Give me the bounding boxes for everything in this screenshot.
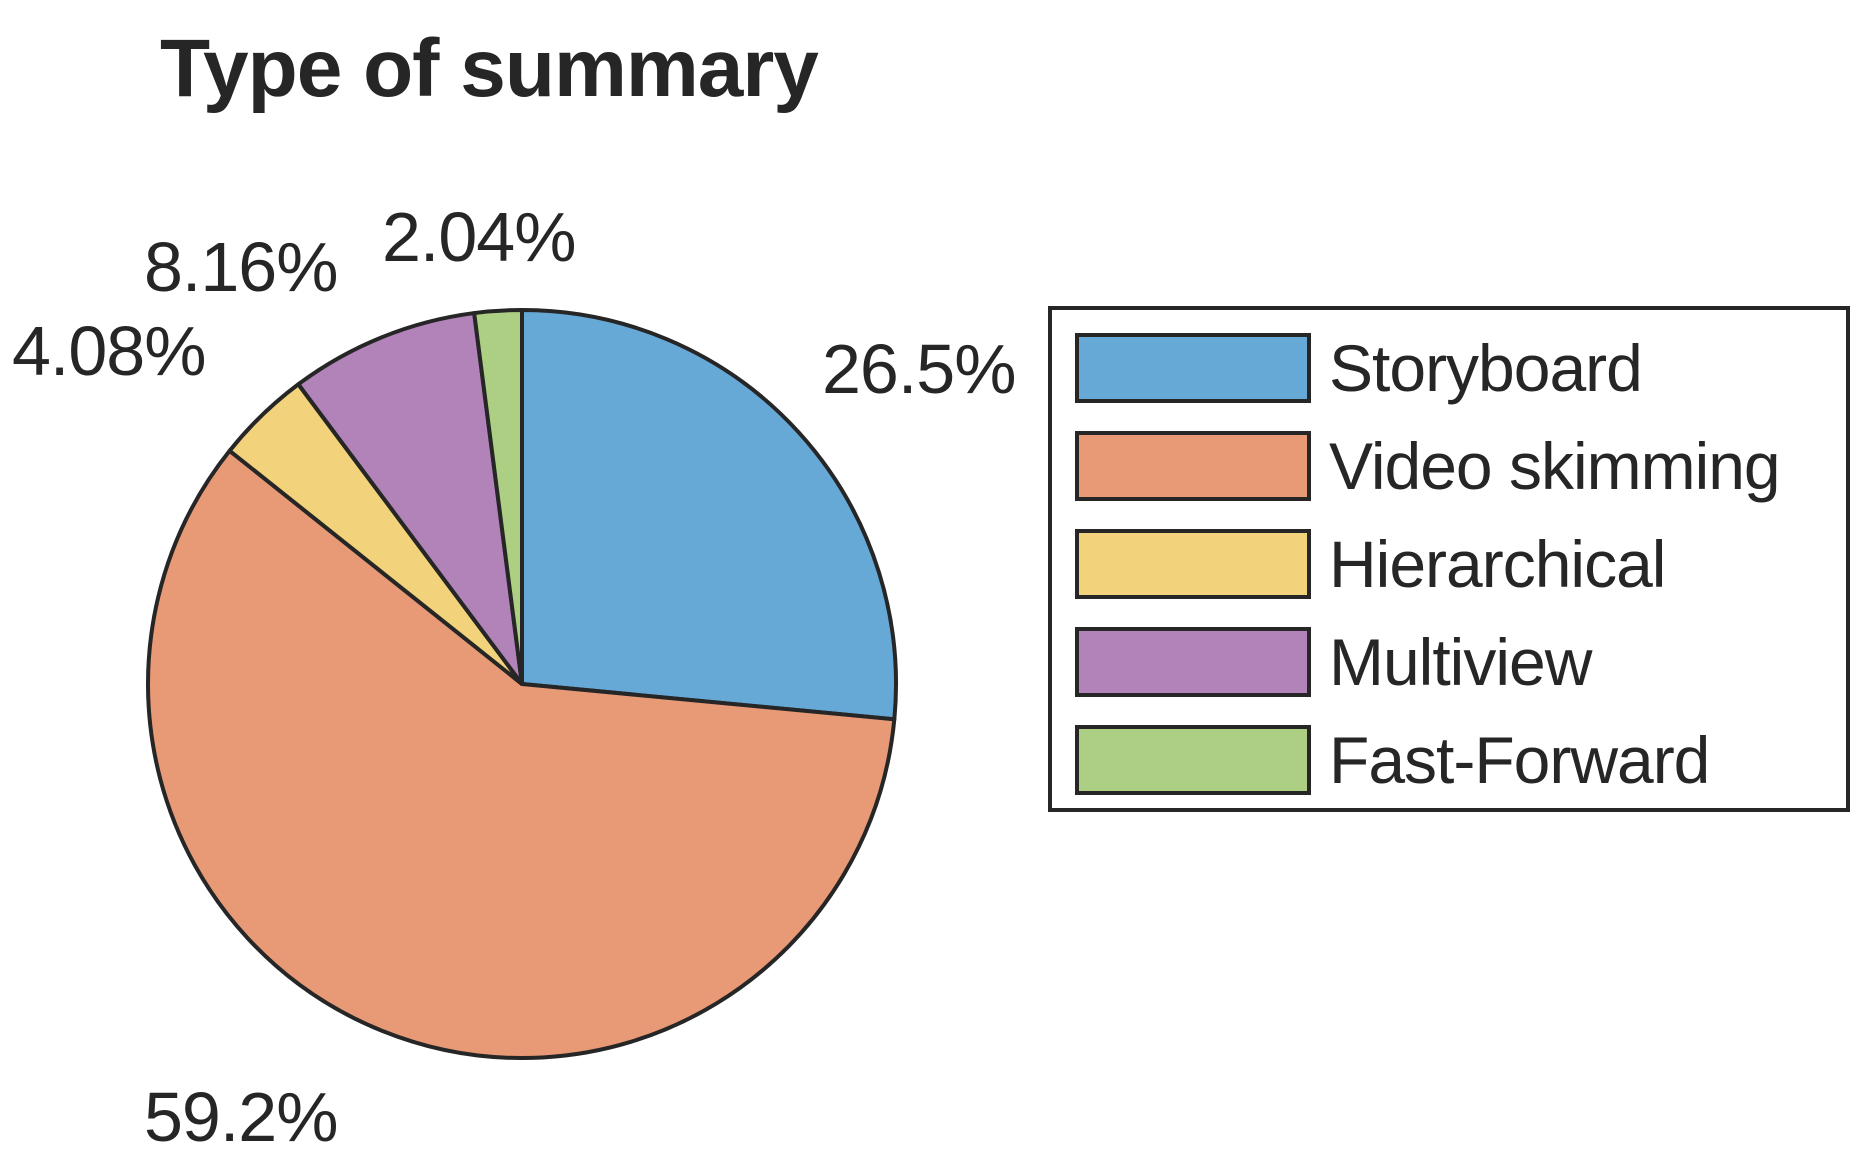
pie-slice-storyboard [520, 308, 898, 722]
chart-title: Type of summary [160, 23, 819, 114]
legend: Storyboard Video skimming Hierarchical M… [1048, 306, 1850, 812]
label-multiview: 8.16% [144, 228, 338, 306]
legend-swatch [1075, 725, 1311, 795]
legend-label: Multiview [1329, 625, 1592, 699]
legend-item-video-skimming: Video skimming [1075, 429, 1781, 503]
legend-swatch [1075, 627, 1311, 697]
legend-swatch [1075, 333, 1311, 403]
label-fast-forward: 2.04% [382, 198, 576, 276]
legend-item-multiview: Multiview [1075, 625, 1592, 699]
legend-label: Storyboard [1329, 331, 1643, 405]
label-video-skimming: 59.2% [144, 1078, 338, 1156]
legend-swatch [1075, 529, 1311, 599]
label-storyboard: 26.5% [822, 330, 1016, 408]
legend-label: Hierarchical [1329, 527, 1666, 601]
legend-item-hierarchical: Hierarchical [1075, 527, 1666, 601]
legend-item-fast-forward: Fast-Forward [1075, 723, 1710, 797]
label-hierarchical: 4.08% [12, 312, 206, 390]
pie-slice-fast-forward [472, 308, 524, 686]
legend-swatch [1075, 431, 1311, 501]
legend-item-storyboard: Storyboard [1075, 331, 1643, 405]
legend-label: Fast-Forward [1329, 723, 1710, 797]
pie-slice-multiview [296, 311, 524, 686]
legend-label: Video skimming [1329, 429, 1781, 503]
pie-slice-video-skimming [146, 448, 897, 1060]
